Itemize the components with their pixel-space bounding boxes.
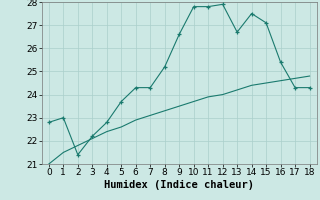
X-axis label: Humidex (Indice chaleur): Humidex (Indice chaleur)	[104, 180, 254, 190]
